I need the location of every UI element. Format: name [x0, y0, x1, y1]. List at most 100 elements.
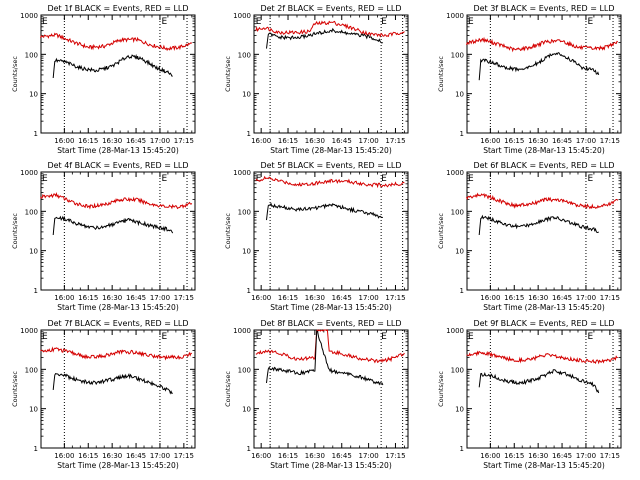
y-tick-label: 1000 — [233, 12, 251, 20]
x-tick-label: 17:15 — [385, 294, 405, 302]
y-axis-label: Counts/sec — [11, 56, 19, 92]
y-axis-label: Counts/sec — [11, 213, 19, 249]
e-marker-label: E — [162, 174, 168, 184]
x-axis-label: Start Time (28-Mar-13 15:45:20) — [57, 303, 179, 312]
plot-frame — [253, 171, 409, 291]
chart-title: Det 7f BLACK = Events, RED = LLD — [47, 319, 188, 328]
y-tick-label: 1 — [34, 130, 38, 138]
series-line-events — [478, 214, 599, 236]
plot-frame — [40, 329, 196, 449]
chart-title: Det 3f BLACK = Events, RED = LLD — [473, 4, 614, 13]
plot-frame — [253, 14, 409, 134]
x-tick-label: 16:30 — [528, 452, 548, 460]
x-tick-label: 16:15 — [504, 452, 524, 460]
y-tick-label: 1000 — [20, 12, 38, 20]
e-marker-label: E — [256, 17, 262, 27]
plot-frame — [40, 171, 196, 291]
x-tick-label: 16:45 — [332, 137, 352, 145]
x-tick-label: 16:15 — [504, 294, 524, 302]
y-tick-label: 1000 — [20, 327, 38, 335]
x-tick-label: 16:30 — [305, 452, 325, 460]
x-tick-label: 17:15 — [174, 452, 194, 460]
y-tick-label: 100 — [238, 366, 251, 374]
e-marker-label: E — [42, 332, 48, 342]
series-line-events — [266, 27, 384, 49]
chart-panel: Det 6f BLACK = Events, RED = LLD 1 10 100 10… — [437, 161, 622, 312]
e-marker-label: E — [381, 174, 387, 184]
x-tick-label: 17:15 — [174, 137, 194, 145]
series-line-lld — [40, 191, 193, 210]
plot-frame — [466, 329, 622, 449]
series-line-lld — [255, 175, 405, 189]
x-tick-label: 16:00 — [54, 294, 74, 302]
x-tick-label: 16:15 — [78, 452, 98, 460]
x-tick-label: 17:00 — [576, 452, 596, 460]
series-line-events — [478, 52, 600, 81]
series-line-lld — [466, 350, 618, 365]
y-tick-label: 100 — [451, 51, 464, 59]
x-tick-label: 17:00 — [150, 137, 170, 145]
y-tick-label: 1000 — [446, 12, 464, 20]
x-tick-label: 16:45 — [126, 452, 146, 460]
x-tick-label: 16:15 — [278, 137, 298, 145]
x-tick-label: 16:45 — [552, 137, 572, 145]
chart-title: Det 8f BLACK = Events, RED = LLD — [260, 319, 401, 328]
x-tick-label: 16:00 — [251, 294, 271, 302]
y-tick-label: 10 — [242, 91, 251, 99]
y-tick-label: 10 — [29, 91, 38, 99]
y-tick-label: 100 — [25, 366, 38, 374]
series-line-events — [266, 330, 384, 386]
y-tick-label: 1000 — [20, 169, 38, 177]
e-marker-label: E — [468, 17, 474, 27]
series-line-lld — [466, 36, 618, 53]
y-tick-label: 1000 — [446, 169, 464, 177]
chart-title: Det 2f BLACK = Events, RED = LLD — [260, 4, 401, 13]
x-tick-label: 16:30 — [528, 294, 548, 302]
e-marker-label: E — [468, 332, 474, 342]
e-marker-label: E — [468, 174, 474, 184]
y-tick-label: 10 — [242, 248, 251, 256]
x-tick-label: 17:00 — [359, 137, 379, 145]
series-line-lld — [466, 192, 619, 210]
y-tick-label: 100 — [238, 51, 251, 59]
e-marker-label: E — [588, 174, 594, 184]
chart-panel: Det 1f BLACK = Events, RED = LLD 1 10 100 10… — [11, 4, 196, 155]
y-axis-label: Counts/sec — [437, 213, 445, 249]
x-tick-label: 16:30 — [305, 294, 325, 302]
e-marker-label: E — [381, 332, 387, 342]
x-tick-label: 16:00 — [251, 137, 271, 145]
x-tick-label: 16:00 — [54, 137, 74, 145]
y-tick-label: 1 — [460, 287, 464, 295]
series-line-events — [478, 369, 600, 394]
x-tick-label: 16:45 — [126, 137, 146, 145]
x-tick-label: 17:00 — [359, 294, 379, 302]
x-tick-label: 17:00 — [576, 294, 596, 302]
x-tick-label: 17:15 — [600, 137, 620, 145]
y-tick-label: 1 — [247, 445, 251, 453]
chart-panel: Det 8f BLACK = Events, RED = LLD 1 10 100 10… — [224, 319, 409, 470]
x-tick-label: 16:15 — [278, 452, 298, 460]
x-axis-label: Start Time (28-Mar-13 15:45:20) — [270, 461, 392, 470]
x-tick-label: 16:30 — [102, 137, 122, 145]
series-line-lld — [40, 32, 193, 52]
y-tick-label: 100 — [25, 51, 38, 59]
x-tick-label: 16:45 — [552, 294, 572, 302]
x-tick-label: 17:15 — [385, 137, 405, 145]
plot-frame — [466, 14, 622, 134]
x-tick-label: 17:15 — [600, 452, 620, 460]
y-axis-label: Counts/sec — [224, 371, 232, 407]
x-tick-label: 16:45 — [126, 294, 146, 302]
y-tick-label: 10 — [455, 248, 464, 256]
plot-frame — [40, 14, 196, 134]
series-line-events — [52, 372, 173, 395]
x-tick-label: 16:00 — [251, 452, 271, 460]
chart-panel: Det 2f BLACK = Events, RED = LLD 1 10 100 10… — [224, 4, 409, 155]
chart-panel: Det 7f BLACK = Events, RED = LLD 1 10 100 10… — [11, 319, 196, 470]
x-tick-label: 16:30 — [102, 452, 122, 460]
y-tick-label: 10 — [242, 406, 251, 414]
chart-title: Det 9f BLACK = Events, RED = LLD — [473, 319, 614, 328]
x-tick-label: 17:15 — [600, 294, 620, 302]
x-tick-label: 16:30 — [528, 137, 548, 145]
y-tick-label: 1 — [247, 287, 251, 295]
